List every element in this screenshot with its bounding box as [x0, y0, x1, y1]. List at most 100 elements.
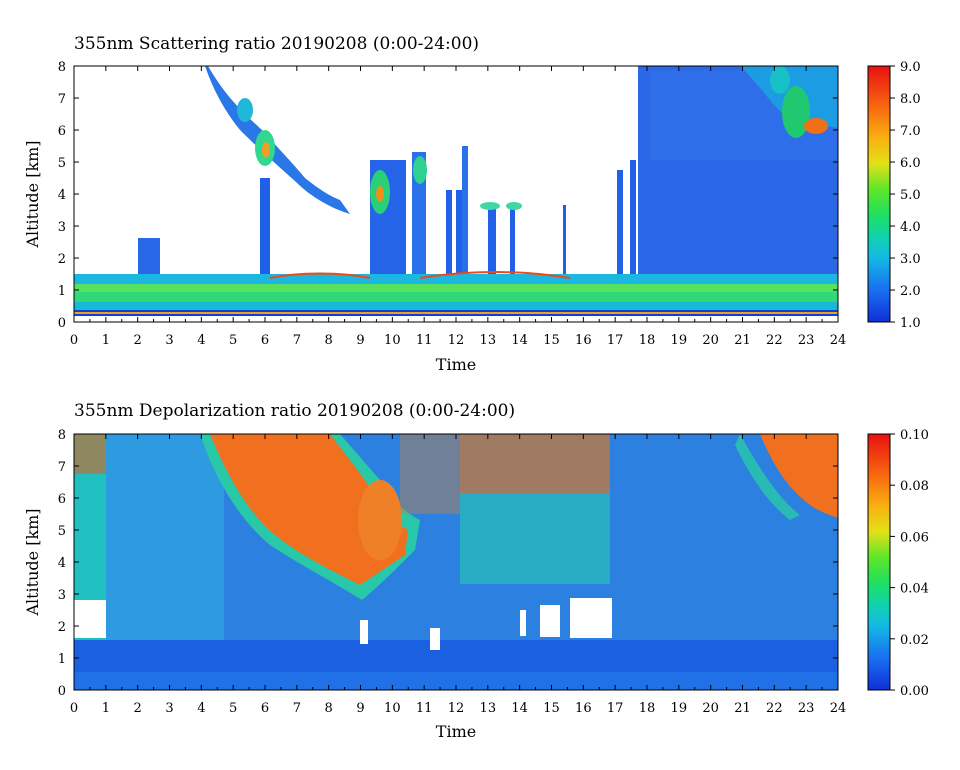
x-tick-label: 7 — [293, 333, 301, 348]
x-tick-label: 6 — [261, 701, 269, 716]
x-tick-label: 23 — [798, 701, 815, 716]
scattering-ratio-field — [74, 66, 838, 316]
depolarization-ratio-field — [74, 434, 838, 690]
x-tick-label: 16 — [575, 701, 592, 716]
cluster-core-hot — [376, 186, 384, 202]
cloud-core-green — [782, 86, 810, 138]
x-tick-label: 9 — [356, 333, 364, 348]
tower-top — [480, 202, 500, 210]
y-tick-label: 1 — [58, 284, 66, 299]
chart-title: 355nm Depolarization ratio 20190208 (0:0… — [74, 401, 515, 421]
colorbar-tick-label: 5.0 — [900, 188, 921, 203]
colorbar-tick-label: 3.0 — [900, 252, 921, 267]
x-tick-label: 16 — [575, 333, 592, 348]
x-tick-label: 12 — [448, 333, 465, 348]
depol-saturated — [430, 628, 440, 650]
colorbar-tick-label: 9.0 — [900, 60, 921, 75]
x-tick-label: 20 — [702, 701, 719, 716]
x-tick-label: 20 — [702, 333, 719, 348]
colorbar-ticks: 0.00 0.02 0.04 0.06 0.08 0.10 — [890, 428, 929, 699]
near-surface-line — [74, 312, 838, 314]
x-tick-label: 22 — [766, 701, 783, 716]
cloud-base-contour — [269, 271, 571, 279]
y-axis-label: Altitude [km] — [23, 508, 42, 616]
colorbar-tick-label: 0.08 — [900, 479, 929, 494]
y-tick-label: 1 — [58, 652, 66, 667]
depol-noisy-mid-left — [400, 434, 460, 514]
depol-saturated — [360, 620, 368, 644]
cloud-column — [260, 178, 270, 278]
x-tick-label: 9 — [356, 701, 364, 716]
depol-saturated-left — [74, 600, 106, 638]
y-tick-label: 0 — [58, 316, 66, 331]
x-tick-label: 23 — [798, 333, 815, 348]
x-tick-label: 4 — [197, 701, 205, 716]
y-tick-label: 8 — [58, 428, 66, 443]
depol-saturated-right — [570, 598, 612, 638]
x-axis-label: Time — [436, 722, 476, 741]
x-tick-label: 8 — [325, 333, 333, 348]
x-axis-label: Time — [436, 355, 476, 374]
depol-noisy-left-top — [74, 434, 106, 474]
x-tick-label: 2 — [134, 701, 142, 716]
x-tick-label: 0 — [70, 333, 78, 348]
colorbar-tick-label: 0.10 — [900, 428, 929, 443]
x-tick-label: 18 — [639, 701, 656, 716]
axes: 0 1 2 3 4 5 6 7 8 9 10 11 12 13 14 15 16 17 18 19 20 21 22 23 24… — [58, 60, 847, 348]
aerosol-plume — [138, 238, 160, 278]
x-tick-label: 11 — [416, 701, 433, 716]
y-tick-label: 6 — [58, 124, 66, 139]
cloud-tower — [630, 160, 636, 278]
colorbar-tick-label: 8.0 — [900, 92, 921, 107]
depol-saturated — [520, 610, 526, 636]
boundary-layer-mid — [74, 292, 838, 302]
x-tick-label: 1 — [102, 333, 110, 348]
scattering-ratio-panel: 355nm Scattering ratio 20190208 (0:00-24… — [23, 34, 921, 374]
cloud-tower — [563, 205, 566, 278]
y-tick-label: 3 — [58, 220, 66, 235]
y-tick-label: 4 — [58, 188, 66, 203]
cloud-core-cyan — [770, 66, 790, 94]
boundary-layer-lower — [74, 302, 838, 310]
x-tick-label: 14 — [511, 701, 528, 716]
colorbar — [867, 433, 891, 691]
x-tick-label: 0 — [70, 701, 78, 716]
y-tick-label: 5 — [58, 156, 66, 171]
y-tick-label: 7 — [58, 460, 66, 475]
cloud-tower — [456, 190, 462, 278]
colorbar-tick-label: 6.0 — [900, 156, 921, 171]
y-axis-label: Altitude [km] — [23, 140, 42, 248]
x-tick-label: 19 — [671, 701, 688, 716]
x-tick-label: 2 — [134, 333, 142, 348]
chart-title: 355nm Scattering ratio 20190208 (0:00-24… — [74, 34, 479, 54]
tower-top — [506, 202, 522, 210]
x-tick-label: 3 — [165, 333, 173, 348]
cloud-feature-cirrus — [205, 66, 350, 214]
depol-saturated — [540, 605, 560, 637]
cloud-tower — [617, 170, 623, 278]
depol-ice-cloud — [210, 434, 408, 585]
colorbar-tick-label: 2.0 — [900, 284, 921, 299]
x-tick-label: 15 — [543, 701, 560, 716]
y-tick-label: 2 — [58, 620, 66, 635]
colorbar-tick-label: 0.02 — [900, 633, 929, 648]
x-tick-label: 18 — [639, 333, 656, 348]
colorbar-tick-label: 0.04 — [900, 582, 929, 597]
colorbar-tick-label: 4.0 — [900, 220, 921, 235]
y-tick-label: 2 — [58, 252, 66, 267]
x-tick-label: 1 — [102, 701, 110, 716]
colorbar-ticks: 1.0 2.0 3.0 4.0 5.0 6.0 7.0 8.0 9.0 — [890, 60, 921, 331]
x-tick-label: 13 — [480, 333, 497, 348]
x-tick-label: 12 — [448, 701, 465, 716]
cloud-tower — [488, 205, 496, 278]
depol-ice-core — [358, 480, 402, 560]
depol-ice-right-halo — [735, 434, 800, 520]
colorbar-tick-label: 0.00 — [900, 684, 929, 699]
depolarization-ratio-panel: 355nm Depolarization ratio 20190208 (0:0… — [23, 401, 929, 741]
cluster-core — [413, 156, 427, 184]
x-tick-label: 17 — [607, 701, 624, 716]
x-tick-label: 17 — [607, 333, 624, 348]
y-tick-label: 7 — [58, 92, 66, 107]
x-tick-label: 10 — [384, 333, 401, 348]
boundary-layer-upper — [74, 284, 838, 292]
